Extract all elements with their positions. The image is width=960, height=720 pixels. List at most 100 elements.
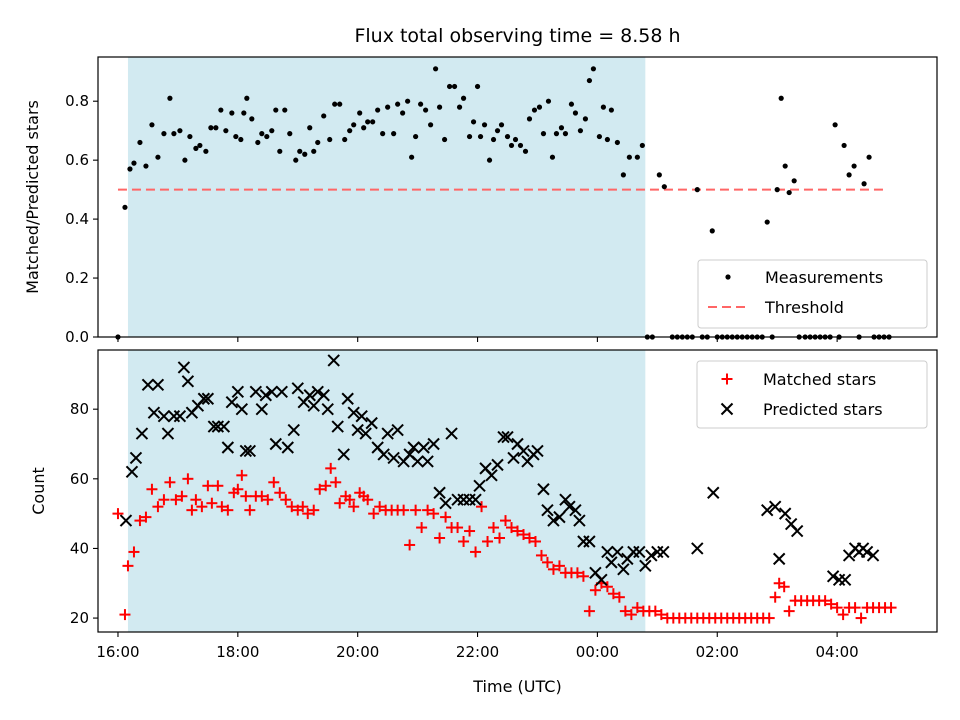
measurement-point	[512, 136, 519, 143]
legend-predicted-marker	[720, 402, 734, 416]
predicted-star-point	[605, 556, 618, 569]
matched-star-point	[488, 522, 500, 534]
y-tick-label: 0.6	[65, 151, 89, 169]
measurement-point	[380, 131, 386, 137]
measurement-point	[558, 125, 565, 131]
measurement-point	[218, 107, 224, 113]
measurement-point	[709, 228, 715, 234]
predicted-stars-series	[119, 354, 880, 586]
predicted-star-point	[860, 545, 874, 559]
measurement-point	[531, 107, 538, 113]
predicted-star-point	[147, 406, 161, 419]
measurement-point	[851, 163, 857, 169]
predicted-star-point	[231, 385, 245, 398]
predicted-star-point	[281, 441, 294, 454]
bottom-axes-frame	[97, 349, 938, 633]
measurement-point	[409, 154, 415, 160]
measurement-point	[604, 136, 610, 143]
legend-measurements-label: Measurements	[765, 268, 883, 287]
predicted-star-point	[291, 382, 304, 395]
measurement-point	[122, 204, 128, 210]
legend-predicted-label: Predicted stars	[763, 400, 883, 419]
measurement-point	[572, 110, 579, 116]
top-axes-frame	[97, 56, 938, 338]
matched-star-point	[240, 490, 252, 502]
predicted-star-point	[391, 423, 404, 437]
measurement-point	[365, 119, 371, 125]
matched-star-point	[428, 508, 440, 520]
predicted-star-point	[491, 458, 504, 472]
predicted-star-point	[135, 427, 149, 440]
legend-plus-glyph	[721, 373, 733, 385]
predicted-star-point	[501, 430, 514, 444]
top-y-axis-label: Matched/Predicted stars	[23, 100, 42, 294]
predicted-star-point	[387, 451, 400, 465]
matched-star-point	[330, 476, 342, 488]
matched-star-point	[348, 501, 360, 513]
measurement-point	[656, 172, 662, 178]
y-tick-label: 0.0	[65, 328, 89, 346]
predicted-star-point	[217, 420, 231, 433]
predicted-star-point	[469, 493, 482, 506]
predicted-star-point	[559, 493, 572, 506]
measurement-point	[307, 125, 313, 131]
predicted-star-point	[317, 389, 330, 402]
y-tick-label: 0.8	[65, 92, 89, 110]
predicted-star-point	[541, 503, 554, 517]
legend-measurements-marker	[725, 274, 731, 280]
legend-matched-marker	[721, 373, 733, 385]
measurement-point	[846, 172, 852, 178]
measurement-point	[413, 133, 419, 140]
predicted-star-point	[327, 354, 340, 367]
predicted-star-point	[583, 535, 596, 548]
predicted-star-point	[611, 545, 624, 559]
matched-star-point	[112, 508, 124, 520]
x-tick-label: 18:00	[216, 643, 259, 661]
matched-star-point	[146, 483, 158, 495]
measurement-point	[553, 131, 560, 137]
measurement-point	[614, 139, 620, 146]
matched-star-point	[607, 588, 619, 600]
predicted-star-point	[197, 392, 211, 405]
predicted-star-point	[161, 427, 175, 440]
measurement-point	[481, 122, 488, 128]
measurement-point	[596, 133, 603, 140]
matched-star-point	[547, 563, 559, 575]
matched-star-point	[506, 522, 518, 534]
matched-star-point	[186, 504, 198, 516]
predicted-star-point	[691, 542, 704, 555]
predicted-star-point	[337, 448, 350, 461]
matched-star-point	[222, 504, 234, 516]
matched-star-point	[601, 581, 613, 593]
matched-star-point	[613, 591, 625, 603]
measurement-point	[786, 189, 792, 196]
measurement-point	[342, 136, 348, 143]
measurement-point	[137, 139, 143, 146]
matched-stars-series	[112, 462, 897, 624]
predicted-star-point	[531, 444, 544, 458]
measurement-point	[536, 104, 543, 110]
measurement-point	[273, 107, 279, 113]
predicted-star-point	[537, 483, 550, 496]
matched-star-point	[140, 511, 152, 523]
predicted-star-point	[303, 389, 316, 402]
measurement-point	[470, 119, 477, 125]
measurement-point	[526, 116, 533, 122]
measurement-point	[259, 131, 265, 137]
matched-star-point	[374, 501, 386, 513]
matched-star-point	[589, 584, 601, 596]
predicted-star-point	[129, 451, 143, 465]
measurement-point	[477, 133, 484, 140]
measurement-point	[282, 107, 288, 113]
predicted-star-point	[569, 503, 582, 517]
matched-star-point	[440, 511, 452, 523]
matched-star-point	[655, 609, 667, 621]
measurement-point	[357, 110, 363, 116]
matched-star-point	[783, 605, 795, 617]
predicted-star-point	[553, 510, 566, 524]
bottom-panel: 20 40 60 80 16:00 18:00 20:00 22:00 00:00 02:00 0…	[29, 349, 938, 696]
matched-star-point	[128, 546, 140, 558]
matched-star-point	[119, 609, 131, 621]
predicted-star-point	[778, 507, 792, 520]
predicted-star-point	[181, 375, 195, 388]
